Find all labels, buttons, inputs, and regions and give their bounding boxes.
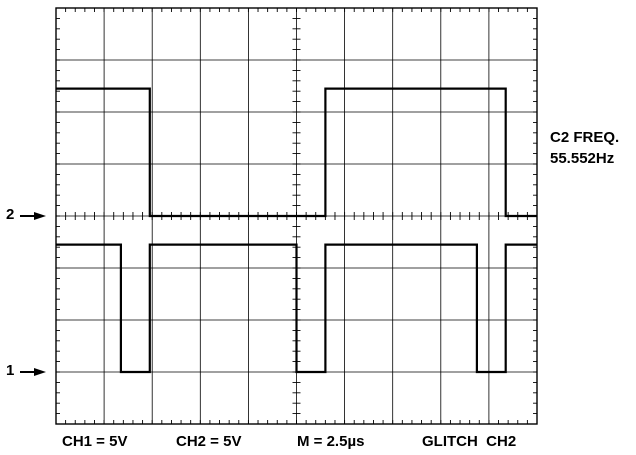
trace-ch1 — [56, 243, 537, 374]
ch2-marker-label: 2 — [6, 206, 14, 223]
timebase-readout: M = 2.5µs — [297, 433, 364, 450]
ch2-scale-readout: CH2 = 5V — [176, 433, 241, 450]
trigger-readout: GLITCH CH2 — [422, 433, 516, 450]
ch1-marker-label: 1 — [6, 362, 14, 379]
ch1-scale-readout: CH1 = 5V — [62, 433, 127, 450]
measurement-label: C2 FREQ. — [550, 129, 619, 146]
traces — [56, 87, 537, 374]
ch2-ground-arrow-icon — [20, 212, 46, 220]
ch1-ground-arrow-icon — [20, 368, 46, 376]
measurement-value: 55.552Hz — [550, 150, 614, 167]
trace-ch2 — [56, 87, 537, 218]
